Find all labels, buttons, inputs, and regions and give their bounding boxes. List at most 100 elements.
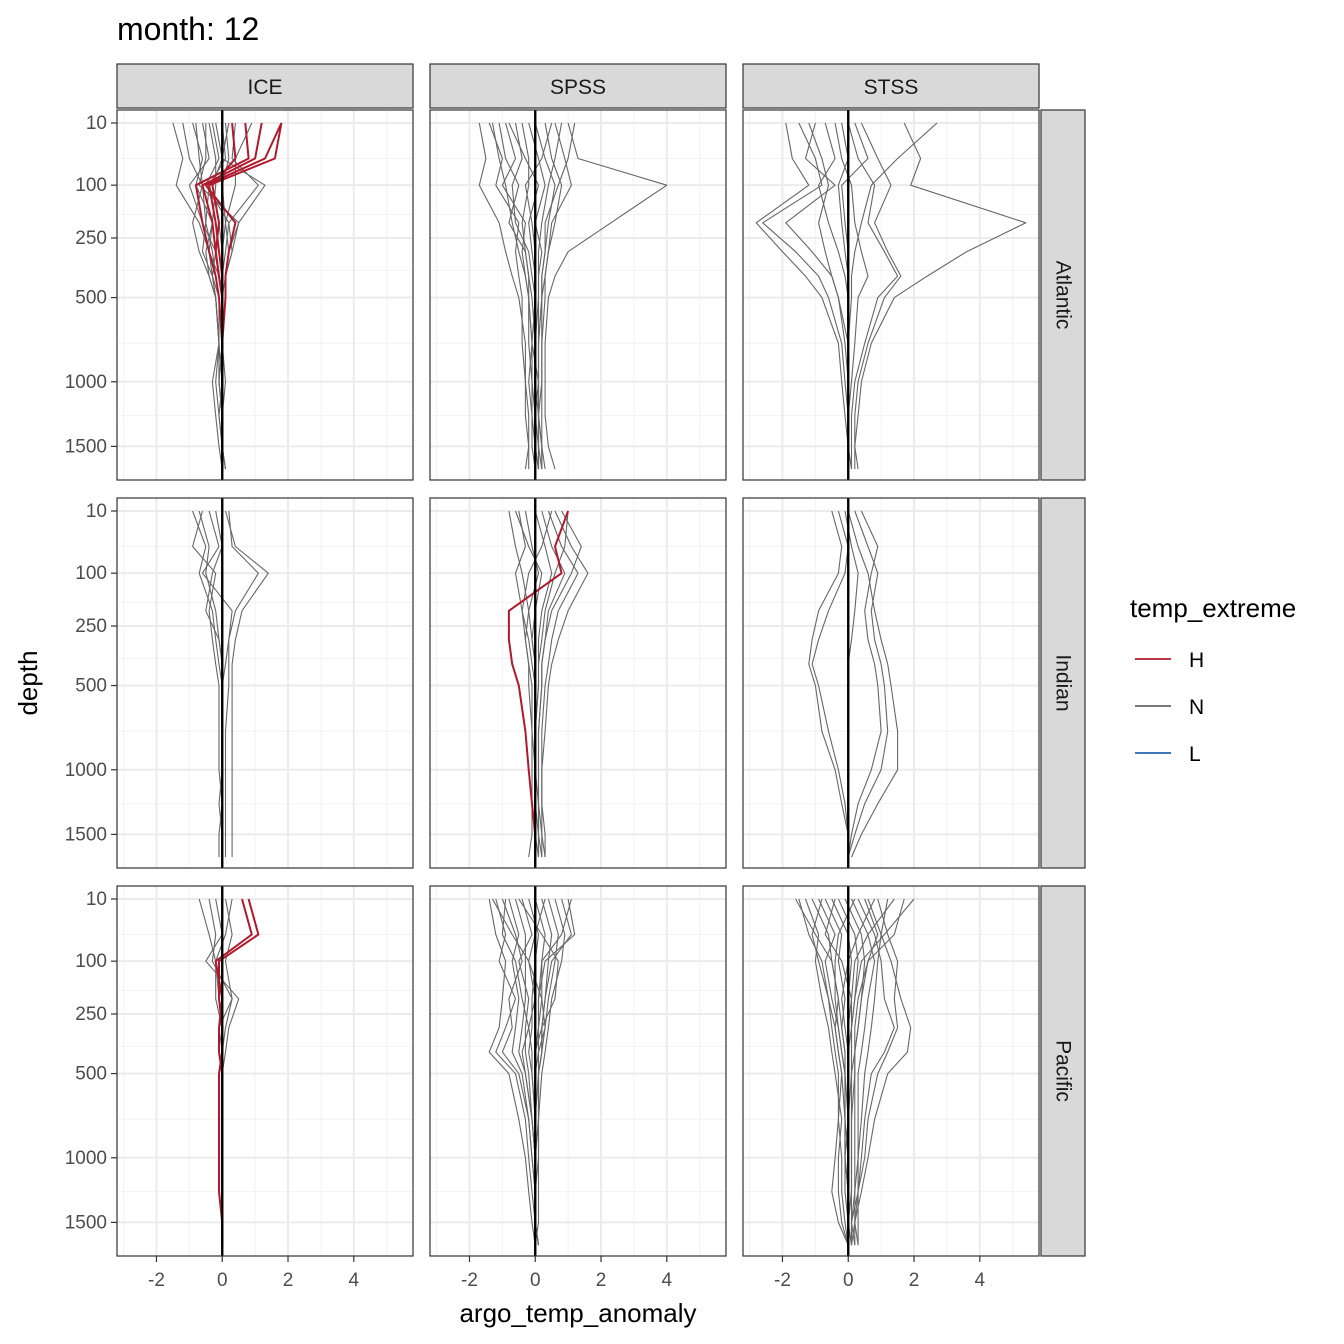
y-tick-label: 10 [86, 889, 107, 910]
profile-line-n [847, 510, 899, 858]
panel-border [742, 109, 1040, 481]
profile-line-n [808, 510, 849, 858]
profile-line-n [488, 122, 530, 470]
profile-line-n [488, 898, 536, 1246]
panel-pacific-stss [742, 885, 1040, 1257]
profile-line-n [798, 898, 849, 1246]
profile-line-n [495, 898, 536, 1246]
row-strip-label: Indian [1052, 654, 1075, 711]
x-tick-label: 0 [217, 1270, 228, 1291]
profile-line-n [804, 898, 849, 1246]
y-tick-label: 100 [75, 951, 107, 972]
profile-line-n [224, 510, 269, 858]
panel-border [116, 885, 414, 1257]
profile-line-n [854, 122, 902, 470]
x-tick-label: -2 [461, 1270, 478, 1291]
legend-label-h: H [1189, 649, 1204, 672]
y-tick-label: 1500 [65, 1212, 107, 1233]
legend-label-n: N [1189, 696, 1204, 719]
row-strip-atlantic [1040, 109, 1086, 481]
y-tick-label: 10 [86, 501, 107, 522]
y-tick-label: 1000 [65, 372, 107, 393]
panel-indian-spss [429, 497, 727, 869]
column-strip-label: ICE [247, 76, 282, 99]
x-tick-label: 2 [283, 1270, 294, 1291]
profile-line-n [491, 122, 536, 470]
y-tick-label: 500 [75, 288, 107, 309]
y-tick-label: 250 [75, 616, 107, 637]
column-strip-label: SPSS [550, 76, 606, 99]
panel-indian-ice [116, 497, 414, 869]
profile-line-h [507, 510, 570, 858]
y-tick-label: 250 [75, 1004, 107, 1025]
x-tick-label: 2 [909, 1270, 920, 1291]
profile-line-n [847, 510, 882, 858]
panel-background [117, 110, 413, 480]
panel-background [117, 498, 413, 868]
column-strip-label: STSS [864, 76, 919, 99]
x-tick-label: 0 [843, 1270, 854, 1291]
y-tick-label: 500 [75, 676, 107, 697]
profile-line-n [847, 510, 889, 858]
y-axis-title: depth [13, 650, 43, 715]
profile-line-n [850, 898, 912, 1246]
profile-line-n [478, 122, 530, 470]
panel-pacific-spss [429, 885, 727, 1257]
profile-line-n [541, 510, 589, 858]
column-strip-spss [429, 63, 727, 109]
profile-line-n [850, 898, 899, 1246]
facet-panels: ICE SPSS STSSAtlanticIndianPacific10100250… [65, 63, 1086, 1291]
panel-pacific-ice [116, 885, 414, 1257]
x-tick-label: -2 [148, 1270, 165, 1291]
legend-label-l: L [1189, 743, 1201, 766]
panel-background [743, 110, 1039, 480]
column-strip-stss [742, 63, 1040, 109]
panel-background [743, 886, 1039, 1256]
profile-line-n [811, 510, 849, 858]
panel-background [430, 886, 726, 1256]
profile-line-n [755, 122, 849, 470]
panel-indian-stss [742, 497, 1040, 869]
row-strip-indian [1040, 497, 1086, 869]
legend-title: temp_extreme [1130, 593, 1296, 623]
legend: temp_extreme H N L [1130, 593, 1296, 766]
panel-border [429, 109, 727, 481]
profile-line-n [192, 510, 223, 858]
profile-line-n [537, 122, 576, 470]
panel-atlantic-stss [742, 109, 1040, 481]
y-tick-label: 1500 [65, 824, 107, 845]
y-tick-label: 10 [86, 113, 107, 134]
y-tick-label: 100 [75, 175, 107, 196]
x-tick-label: 4 [349, 1270, 360, 1291]
y-tick-label: 500 [75, 1064, 107, 1085]
panel-background [117, 886, 413, 1256]
panel-border [742, 497, 1040, 869]
x-tick-label: -2 [774, 1270, 791, 1291]
panel-atlantic-spss [429, 109, 727, 481]
x-tick-label: 4 [975, 1270, 986, 1291]
profile-line-n [847, 898, 879, 1246]
chart-title: month: 12 [117, 11, 259, 47]
profile-line-n [537, 510, 582, 858]
y-tick-label: 1500 [65, 436, 107, 457]
x-tick-label: 2 [596, 1270, 607, 1291]
panel-border [742, 885, 1040, 1257]
profile-line-n [847, 122, 899, 470]
panel-border [429, 497, 727, 869]
profile-line-n [544, 122, 668, 470]
profile-line-n [850, 898, 889, 1246]
panel-border [429, 885, 727, 1257]
column-strip-ice [116, 63, 414, 109]
x-tick-label: 4 [662, 1270, 673, 1291]
x-tick-label: 0 [530, 1270, 541, 1291]
y-tick-label: 1000 [65, 1148, 107, 1169]
y-tick-label: 100 [75, 563, 107, 584]
y-tick-label: 1000 [65, 760, 107, 781]
profile-line-n [854, 122, 1027, 470]
y-tick-label: 250 [75, 228, 107, 249]
panel-atlantic-ice [116, 109, 414, 481]
panel-background [430, 498, 726, 868]
panel-background [430, 110, 726, 480]
row-strip-label: Atlantic [1052, 261, 1075, 330]
